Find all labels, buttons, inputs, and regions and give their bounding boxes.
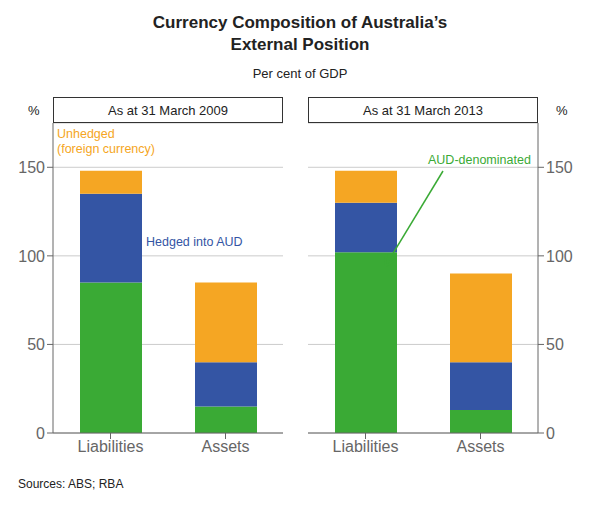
html-text:Hedged into AUD: Hedged into AUD: [146, 235, 243, 249]
svg-text:Assets: Assets: [456, 438, 504, 455]
svg-text:100: 100: [18, 248, 45, 265]
svg-text:150: 150: [18, 159, 45, 176]
svg-text:50: 50: [27, 336, 45, 353]
svg-text:100: 100: [546, 248, 573, 265]
svg-text:0: 0: [36, 425, 45, 442]
html-text:Per cent of GDP: Per cent of GDP: [252, 66, 348, 81]
html-text:AUD-denominated: AUD-denominated: [428, 153, 531, 167]
svg-text:150: 150: [546, 159, 573, 176]
html-text:Unhedged (foreign currency): Unhedged (foreign currency): [57, 127, 155, 156]
html-text:As at 31 March 2013: As at 31 March 2013: [363, 102, 483, 118]
html-text:Currency Composition of Austra: Currency Composition of Australia’s Exte…: [152, 13, 448, 54]
html-text:As at 31 March 2009: As at 31 March 2009: [108, 102, 228, 118]
svg-text:Liabilities: Liabilities: [78, 438, 144, 455]
svg-text:Assets: Assets: [201, 438, 249, 455]
svg-text:0: 0: [546, 425, 555, 442]
html-text:Sources: ABS; RBA: Sources: ABS; RBA: [18, 477, 124, 491]
svg-text:Liabilities: Liabilities: [333, 438, 399, 455]
svg-text:50: 50: [546, 336, 564, 353]
